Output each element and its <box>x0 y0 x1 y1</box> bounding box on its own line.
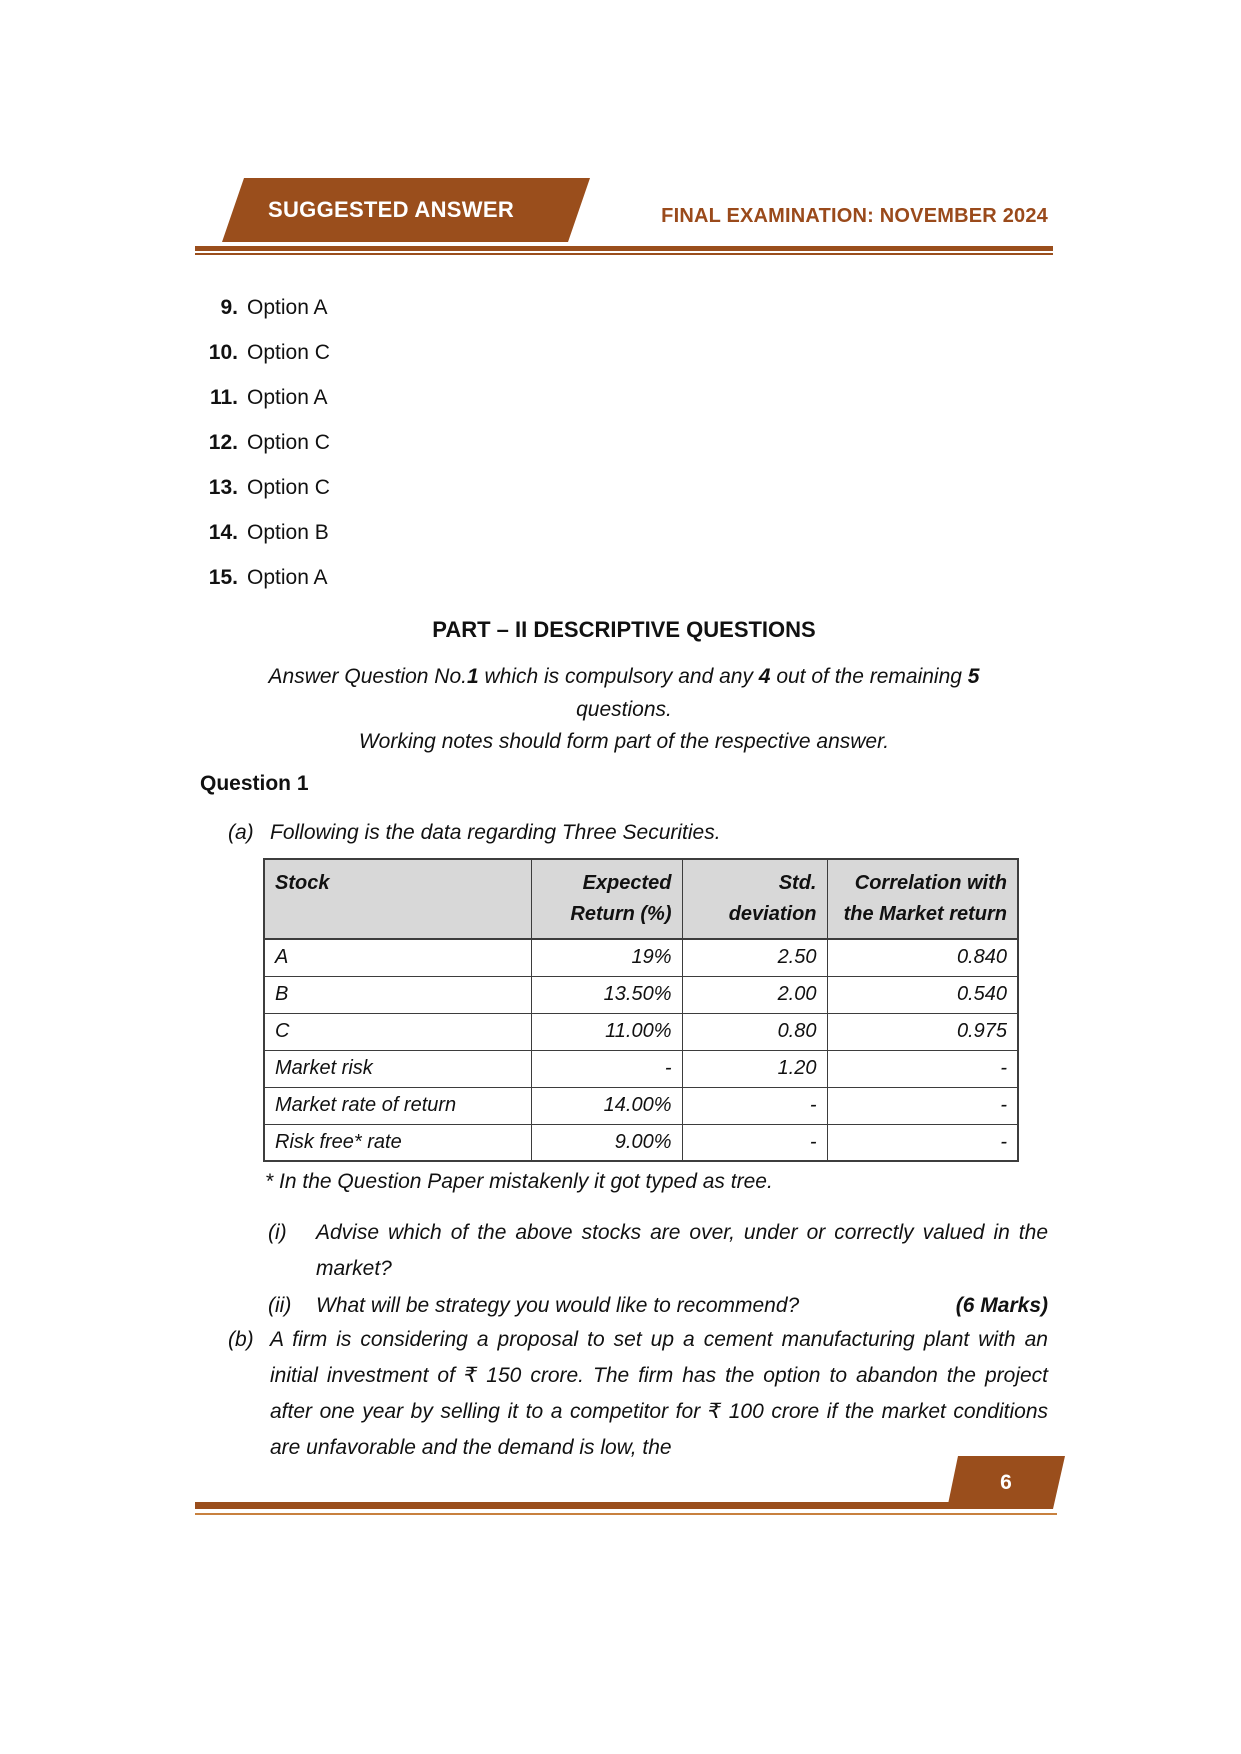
page-number: 6 <box>1000 1470 1012 1494</box>
suggested-answer-banner: SUGGESTED ANSWER <box>222 178 590 242</box>
part2-title: PART – II DESCRIPTIVE QUESTIONS <box>432 617 816 642</box>
item-ii-text: What will be strategy you would like to … <box>316 1294 800 1317</box>
mcq-answer-row: 12. Option C <box>202 431 330 455</box>
mcq-answer: Option A <box>247 386 328 409</box>
mcq-answer-row: 14. Option B <box>202 521 330 545</box>
cell-correlation: 0.540 <box>826 975 1019 1014</box>
cell-expected-return: - <box>530 1049 683 1088</box>
mcq-answer: Option A <box>247 296 328 319</box>
cell-std-deviation: 2.00 <box>681 975 828 1014</box>
part-a-intro-text: Following is the data regarding Three Se… <box>270 821 721 844</box>
instruction-bold: 5 <box>967 665 980 688</box>
mcq-answer-list: 9. Option A 10. Option C 11. Option A 12. Op… <box>202 296 330 611</box>
col-header-correlation: Correlation with the Market return <box>826 858 1019 940</box>
cell-stock: C <box>263 1012 532 1051</box>
mcq-number: 11. <box>209 386 238 409</box>
exam-title: FINAL EXAMINATION: NOVEMBER 2024 <box>661 205 1048 227</box>
part-b-label: (b) <box>228 1328 254 1351</box>
header-rule <box>195 246 1053 255</box>
instruction-text: out of the remaining <box>770 665 968 688</box>
question1-part-a-intro: (a) Following is the data regarding Thre… <box>228 815 1048 851</box>
cell-stock: A <box>263 938 532 977</box>
cell-correlation: - <box>826 1123 1019 1162</box>
instruction-text: Answer Question No. <box>268 665 467 688</box>
mcq-number: 14. <box>208 521 238 544</box>
mcq-answer-row: 10. Option C <box>202 341 330 365</box>
cell-stock: Risk free* rate <box>263 1123 532 1162</box>
question1-part-a-item-i: (i) Advise which of the above stocks are… <box>268 1215 1048 1287</box>
table-row: Market rate of return 14.00% - - <box>263 1086 1019 1125</box>
footer-rule-thick-line <box>195 1502 1053 1509</box>
cell-stock: Market risk <box>263 1049 532 1088</box>
cell-expected-return: 13.50% <box>530 975 683 1014</box>
item-i-label: (i) <box>268 1221 287 1244</box>
mcq-number: 15. <box>208 566 238 589</box>
instruction-text: questions. <box>576 698 672 721</box>
instruction-bold: 1 <box>466 665 479 688</box>
mcq-answer: Option C <box>247 341 330 364</box>
cell-std-deviation: - <box>681 1086 828 1125</box>
footer-rule-thin-line <box>195 1513 1057 1515</box>
part-a-label: (a) <box>228 821 254 844</box>
working-notes-line: Working notes should form part of the re… <box>358 730 890 753</box>
col-header-stock: Stock <box>263 858 532 940</box>
mcq-number: 9. <box>220 296 238 319</box>
part2-instruction: Answer Question No.1 which is compulsory… <box>200 660 1048 726</box>
mcq-answer-row: 9. Option A <box>202 296 330 320</box>
cell-std-deviation: 1.20 <box>681 1049 828 1088</box>
instruction-text: which is compulsory and any <box>478 665 759 688</box>
cell-stock: B <box>263 975 532 1014</box>
cell-std-deviation: - <box>681 1123 828 1162</box>
cell-correlation: 0.975 <box>826 1012 1019 1051</box>
question1-part-a-item-ii: (ii) What will be strategy you would lik… <box>268 1288 1048 1324</box>
mcq-answer-row: 11. Option A <box>202 386 330 410</box>
cell-expected-return: 11.00% <box>530 1012 683 1051</box>
cell-correlation: - <box>826 1086 1019 1125</box>
item-ii-label: (ii) <box>268 1294 292 1317</box>
table-footnote: * In the Question Paper mistakenly it go… <box>265 1170 773 1193</box>
col-header-expected-return: Expected Return (%) <box>530 858 683 940</box>
mcq-answer: Option B <box>247 521 329 544</box>
table-row: C 11.00% 0.80 0.975 <box>263 1012 1019 1051</box>
page-number-box: 6 <box>947 1456 1065 1509</box>
instruction-bold: 4 <box>758 665 771 688</box>
part-b-text: A firm is considering a proposal to set … <box>270 1328 1048 1459</box>
question1-part-b: (b) A firm is considering a proposal to … <box>228 1322 1048 1466</box>
cell-correlation: - <box>826 1049 1019 1088</box>
table-row: Market risk - 1.20 - <box>263 1049 1019 1088</box>
col-header-std-deviation: Std. deviation <box>681 858 828 940</box>
mcq-answer-row: 15. Option A <box>202 566 330 590</box>
question1-heading: Question 1 <box>200 772 309 795</box>
mcq-answer: Option A <box>247 566 328 589</box>
cell-stock: Market rate of return <box>263 1086 532 1125</box>
header-rule-thin-line <box>195 253 1053 255</box>
securities-table: Stock Expected Return (%) Std. deviation… <box>263 858 1019 1162</box>
mcq-number: 13. <box>208 476 238 499</box>
table-row: A 19% 2.50 0.840 <box>263 938 1019 977</box>
mcq-answer: Option C <box>247 476 330 499</box>
table-row: B 13.50% 2.00 0.540 <box>263 975 1019 1014</box>
cell-std-deviation: 2.50 <box>681 938 828 977</box>
mcq-answer: Option C <box>247 431 330 454</box>
table-row: Risk free* rate 9.00% - - <box>263 1123 1019 1162</box>
item-i-text: Advise which of the above stocks are ove… <box>316 1221 1048 1280</box>
cell-correlation: 0.840 <box>826 938 1019 977</box>
cell-std-deviation: 0.80 <box>681 1012 828 1051</box>
header-rule-thick-line <box>195 246 1053 251</box>
table-header-row: Stock Expected Return (%) Std. deviation… <box>263 858 1019 940</box>
banner-label: SUGGESTED ANSWER <box>268 197 515 222</box>
cell-expected-return: 9.00% <box>530 1123 683 1162</box>
mcq-number: 10. <box>208 341 238 364</box>
cell-expected-return: 14.00% <box>530 1086 683 1125</box>
mcq-number: 12. <box>208 431 238 454</box>
mcq-answer-row: 13. Option C <box>202 476 330 500</box>
item-ii-marks: (6 Marks) <box>955 1294 1048 1317</box>
cell-expected-return: 19% <box>530 938 683 977</box>
